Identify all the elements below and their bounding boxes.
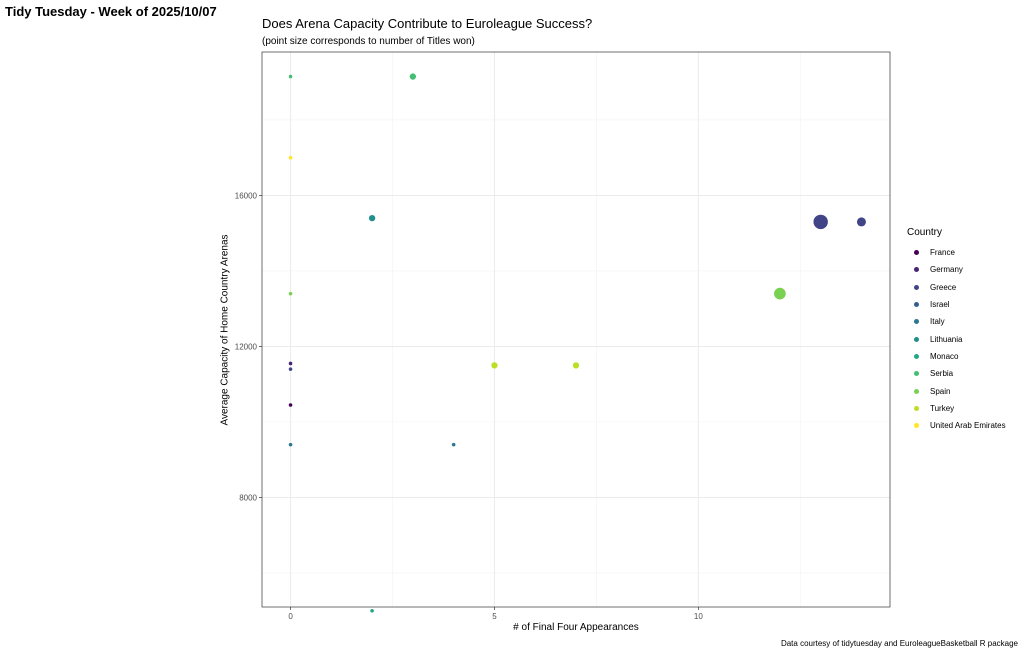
- legend-items: France Germany Greece Israel Italy Lithuania M…: [907, 244, 1006, 434]
- chart-title: Does Arena Capacity Contribute to Eurole…: [262, 16, 593, 31]
- data-point: [288, 155, 293, 160]
- legend-dot-icon: [914, 353, 919, 359]
- y-tick-label: 16000: [235, 191, 258, 200]
- x-tick-label: 10: [694, 612, 703, 621]
- legend-item: Monaco: [907, 348, 1006, 365]
- legend-dot-icon: [914, 319, 919, 325]
- page-heading: Tidy Tuesday - Week of 2025/10/07: [5, 4, 217, 19]
- data-point: [409, 73, 417, 80]
- x-axis-title: # of Final Four Appearances: [513, 622, 639, 633]
- legend-dot-icon: [914, 405, 919, 411]
- caption: Data courtesy of tidytuesday and Eurolea…: [780, 639, 1018, 648]
- legend-dot-icon: [914, 388, 919, 394]
- data-points: [288, 73, 866, 613]
- legend-item: Turkey: [907, 400, 1006, 417]
- legend-dot-icon: [914, 284, 919, 290]
- data-point: [451, 442, 456, 447]
- legend-label: Israel: [930, 300, 950, 310]
- legend-label: Greece: [930, 282, 957, 292]
- legend-dot-icon: [914, 250, 919, 256]
- legend-label: Monaco: [930, 351, 959, 361]
- legend: Country France Germany Greece Israel Italy Li…: [907, 227, 1006, 434]
- minor-gridlines: [262, 52, 890, 607]
- legend-item: Italy: [907, 313, 1006, 330]
- data-point: [370, 608, 374, 613]
- major-gridlines: [262, 52, 890, 607]
- data-point: [288, 403, 293, 407]
- data-point: [288, 361, 293, 366]
- legend-title: Country: [907, 227, 943, 238]
- axis-ticks: 0 5 10 8000 12000 16000: [235, 191, 704, 621]
- legend-label: Spain: [930, 386, 951, 396]
- data-point: [288, 442, 293, 447]
- x-tick-label: 5: [492, 612, 497, 621]
- legend-dot-icon: [914, 302, 919, 308]
- legend-item: Serbia: [907, 365, 1006, 382]
- y-tick-label: 8000: [239, 494, 257, 503]
- data-point: [288, 291, 293, 296]
- y-tick-label: 12000: [235, 342, 258, 351]
- data-point: [774, 287, 786, 300]
- legend-label: Serbia: [930, 369, 954, 379]
- legend-label: Italy: [930, 317, 945, 327]
- legend-label: Lithuania: [930, 334, 963, 344]
- legend-item: France: [907, 244, 1006, 261]
- legend-dot-icon: [914, 371, 919, 377]
- data-point: [856, 217, 866, 227]
- legend-label: United Arab Emirates: [930, 421, 1006, 431]
- legend-label: Turkey: [930, 403, 955, 413]
- legend-item: Israel: [907, 296, 1006, 313]
- data-point: [572, 362, 580, 369]
- legend-label: Germany: [930, 265, 963, 275]
- x-tick-label: 0: [288, 612, 293, 621]
- legend-label: France: [930, 248, 955, 258]
- data-point: [288, 367, 293, 371]
- y-axis-title: Average Capacity of Home Country Arenas: [219, 234, 231, 426]
- legend-dot-icon: [914, 267, 919, 273]
- data-point: [491, 362, 498, 369]
- data-point: [368, 214, 376, 222]
- chart-subtitle: (point size corresponds to number of Tit…: [262, 36, 475, 47]
- legend-item: United Arab Emirates: [907, 417, 1006, 434]
- data-point: [288, 74, 293, 79]
- legend-item: Germany: [907, 261, 1006, 278]
- plot-panel-border: [261, 51, 891, 608]
- legend-dot-icon: [914, 423, 919, 429]
- data-point: [813, 214, 828, 230]
- legend-item: Spain: [907, 382, 1006, 399]
- legend-item: Lithuania: [907, 330, 1006, 347]
- legend-item: Greece: [907, 279, 1006, 296]
- legend-dot-icon: [914, 336, 919, 342]
